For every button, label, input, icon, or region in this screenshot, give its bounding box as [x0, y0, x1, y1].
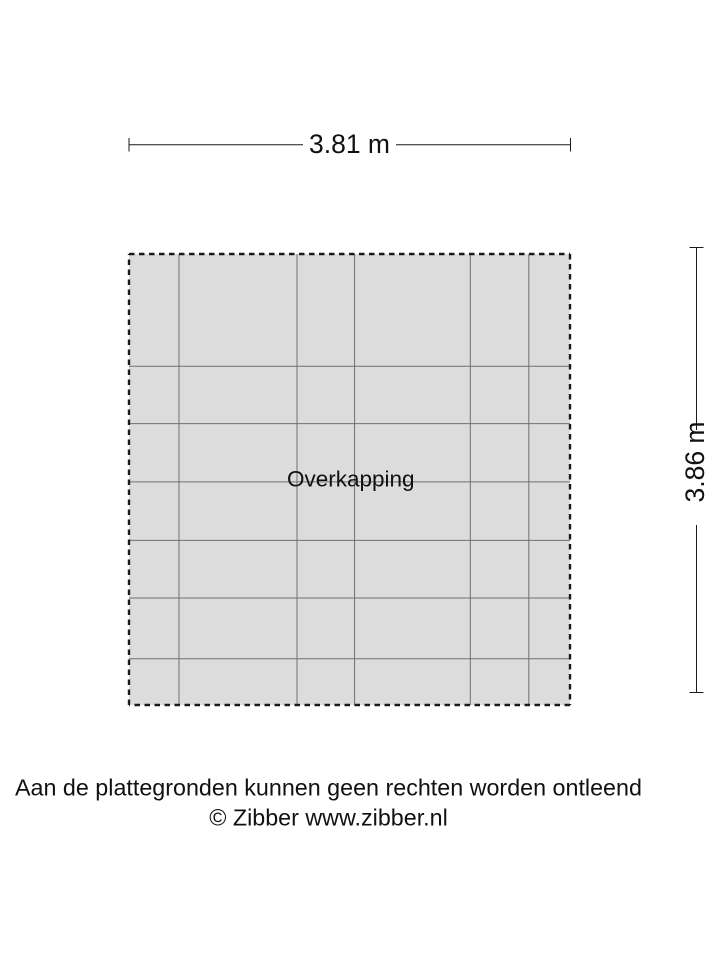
svg-text:Overkapping: Overkapping [287, 467, 415, 492]
svg-text:3.81 m: 3.81 m [309, 129, 390, 159]
svg-text:Aan de plattegronden kunnen ge: Aan de plattegronden kunnen geen rechten… [15, 775, 642, 801]
svg-text:3.86 m: 3.86 m [680, 421, 710, 502]
svg-text:© Zibber www.zibber.nl: © Zibber www.zibber.nl [209, 805, 448, 831]
